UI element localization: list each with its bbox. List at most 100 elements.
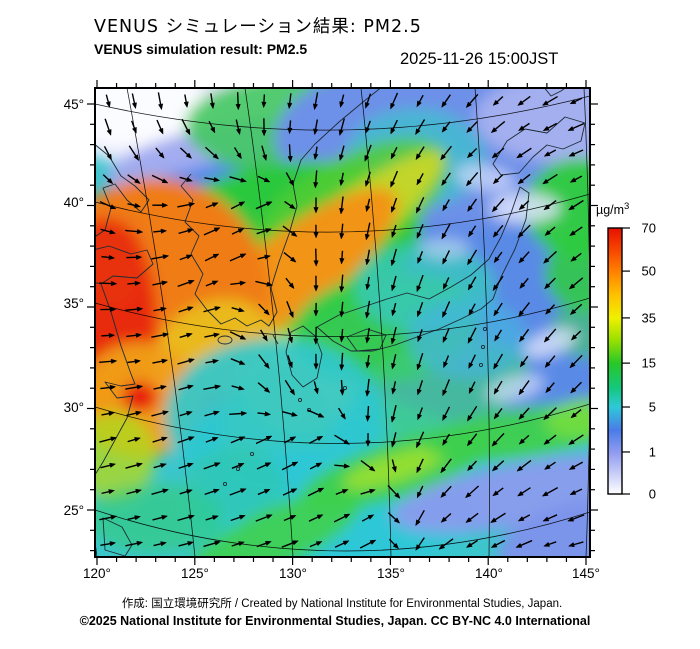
lon-label: 120° <box>83 566 111 581</box>
wind-arrow <box>179 147 193 159</box>
wind-arrow <box>517 122 530 132</box>
wind-arrow <box>440 513 452 523</box>
wind-arrow <box>126 488 143 495</box>
wind-arrow <box>416 196 425 214</box>
wind-arrow <box>287 327 293 344</box>
wind-arrow <box>231 228 245 235</box>
wind-arrow <box>465 171 479 187</box>
wind-arrow <box>567 122 585 131</box>
wind-arrow <box>152 436 168 443</box>
wind-arrow <box>307 409 325 418</box>
wind-arrow <box>416 301 424 318</box>
wind-arrow <box>229 410 248 417</box>
wind-arrow <box>127 174 141 184</box>
wind-arrow <box>541 487 559 497</box>
wind-arrow <box>365 198 371 213</box>
wind-arrow <box>570 252 582 262</box>
colorbar: 70 50 35 15 5 1 0 µg/m3 <box>596 201 656 502</box>
wind-arrow <box>417 407 424 421</box>
wind-arrow <box>205 358 220 364</box>
wind-arrow <box>151 488 170 495</box>
wind-arrow <box>544 355 556 369</box>
island <box>480 344 486 350</box>
wind-arrow <box>391 459 397 473</box>
lon-label: 140° <box>475 566 503 581</box>
pm-blob <box>545 397 590 439</box>
wind-arrow <box>568 277 584 290</box>
wind-arrow <box>257 489 271 496</box>
wind-arrow <box>494 329 503 342</box>
colorbar-frame <box>607 227 623 495</box>
wind-arrow <box>491 432 505 447</box>
pm-field <box>95 88 590 557</box>
wind-arrow <box>365 327 371 344</box>
wind-arrow <box>335 489 349 495</box>
wind-arrow <box>365 433 371 448</box>
wind-arrow <box>390 92 399 110</box>
wind-arrow <box>177 436 195 444</box>
wind-arrow <box>127 437 141 443</box>
wind-arrow <box>205 146 220 160</box>
wind-arrow <box>441 172 451 187</box>
lon-label: 125° <box>181 566 209 581</box>
colorbar-tick-label: 5 <box>649 400 656 415</box>
wind-arrow <box>230 436 246 444</box>
wind-arrow <box>466 405 478 422</box>
wind-arrow <box>203 462 221 470</box>
wind-arrow <box>153 228 168 234</box>
coastline <box>492 116 586 176</box>
meridian-line <box>360 88 392 557</box>
wind-arrow <box>391 224 397 239</box>
wind-arrow <box>260 329 268 342</box>
wind-arrow <box>543 434 557 445</box>
wind-arrow <box>179 254 193 261</box>
pm-blob <box>455 164 515 192</box>
wind-arrow <box>490 120 506 134</box>
wind-arrow <box>416 223 424 239</box>
wind-arrow <box>390 404 397 423</box>
coastline <box>180 88 382 327</box>
wind-arrow <box>261 145 268 162</box>
wind-arrow <box>440 145 453 161</box>
wind-arrow <box>339 172 345 187</box>
wind-arrow <box>261 118 267 137</box>
wind-arrow <box>103 145 112 161</box>
wind-arrow <box>442 406 451 422</box>
wind-arrow <box>255 280 274 287</box>
wind-arrow <box>365 276 371 291</box>
wind-arrow <box>257 382 271 394</box>
wind-arrow <box>99 280 118 287</box>
wind-arrow <box>391 432 397 448</box>
wind-arrow <box>364 144 372 162</box>
wind-arrow <box>312 92 319 111</box>
colorbar-tick-label: 35 <box>642 310 656 325</box>
wind-arrow <box>338 118 345 137</box>
wind-arrow <box>516 147 532 159</box>
wind-arrow <box>416 353 424 371</box>
wind-arrow <box>126 254 143 260</box>
island <box>249 451 255 457</box>
wind-arrow <box>339 196 345 215</box>
wind-arrow <box>364 93 372 109</box>
wind-arrow <box>464 485 480 499</box>
wind-arrow <box>99 436 118 443</box>
wind-arrow <box>203 540 222 548</box>
wind-arrow <box>339 274 345 293</box>
wind-arrow <box>441 121 451 133</box>
datetime-label: 2025-11-26 15:00JST <box>400 50 559 68</box>
wind-arrow <box>441 94 451 108</box>
pm-blob-layer <box>95 88 590 557</box>
wind-arrow <box>466 433 478 447</box>
wind-arrow <box>177 358 196 365</box>
lat-axis: 45° 40° 35° 30° 25° <box>64 97 84 518</box>
wind-arrow <box>365 354 371 369</box>
wind-arrow <box>569 303 583 316</box>
wind-arrow <box>542 173 558 185</box>
wind-arrow <box>391 302 397 317</box>
wind-arrow <box>100 462 117 469</box>
wind-arrow <box>257 175 271 183</box>
wind-arrow <box>101 489 116 495</box>
wind-arrow <box>388 538 400 550</box>
island <box>306 407 312 413</box>
wind-arrow <box>100 384 117 390</box>
